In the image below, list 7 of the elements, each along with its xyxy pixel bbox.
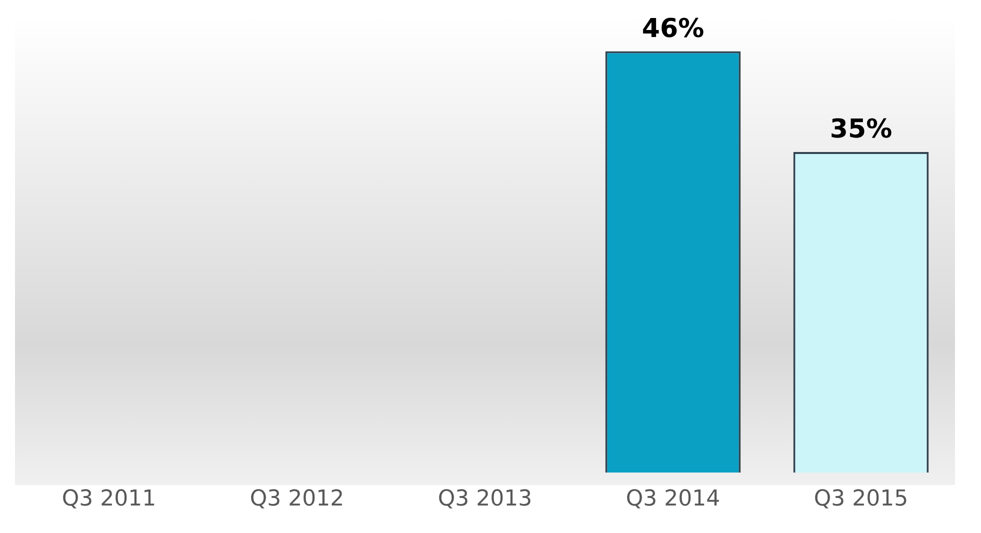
- x-tick-label: Q3 2011: [62, 486, 156, 512]
- data-label: 35%: [830, 114, 892, 145]
- x-tick-label: Q3 2015: [814, 486, 908, 512]
- x-tick-label: Q3 2014: [626, 486, 720, 512]
- x-tick-label: Q3 2013: [438, 486, 532, 512]
- data-label: 46%: [642, 14, 704, 44]
- x-tick-label: Q3 2012: [250, 486, 344, 512]
